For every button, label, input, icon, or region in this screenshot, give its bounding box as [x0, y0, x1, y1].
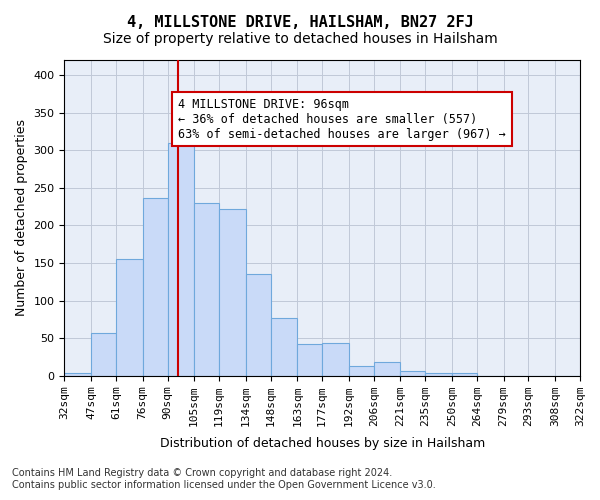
Bar [400, 371, 425, 376]
Text: 4, MILLSTONE DRIVE, HAILSHAM, BN27 2FJ: 4, MILLSTONE DRIVE, HAILSHAM, BN27 2FJ [127, 15, 473, 30]
Text: Size of property relative to detached houses in Hailsham: Size of property relative to detached ho… [103, 32, 497, 46]
Bar [167, 142, 194, 376]
Bar [452, 374, 477, 376]
Bar [219, 209, 246, 376]
Bar [425, 372, 452, 376]
Bar [64, 372, 91, 376]
Bar [374, 362, 400, 376]
Bar [194, 203, 219, 376]
Y-axis label: Number of detached properties: Number of detached properties [15, 120, 28, 316]
Bar [349, 366, 374, 376]
Text: Contains HM Land Registry data © Crown copyright and database right 2024.
Contai: Contains HM Land Registry data © Crown c… [12, 468, 436, 490]
X-axis label: Distribution of detached houses by size in Hailsham: Distribution of detached houses by size … [160, 437, 485, 450]
Bar [322, 344, 349, 376]
Bar [116, 259, 143, 376]
Bar [143, 198, 167, 376]
Bar [271, 318, 298, 376]
Bar [91, 333, 116, 376]
Text: 4 MILLSTONE DRIVE: 96sqm
← 36% of detached houses are smaller (557)
63% of semi-: 4 MILLSTONE DRIVE: 96sqm ← 36% of detach… [178, 98, 506, 140]
Bar [246, 274, 271, 376]
Bar [298, 344, 322, 376]
